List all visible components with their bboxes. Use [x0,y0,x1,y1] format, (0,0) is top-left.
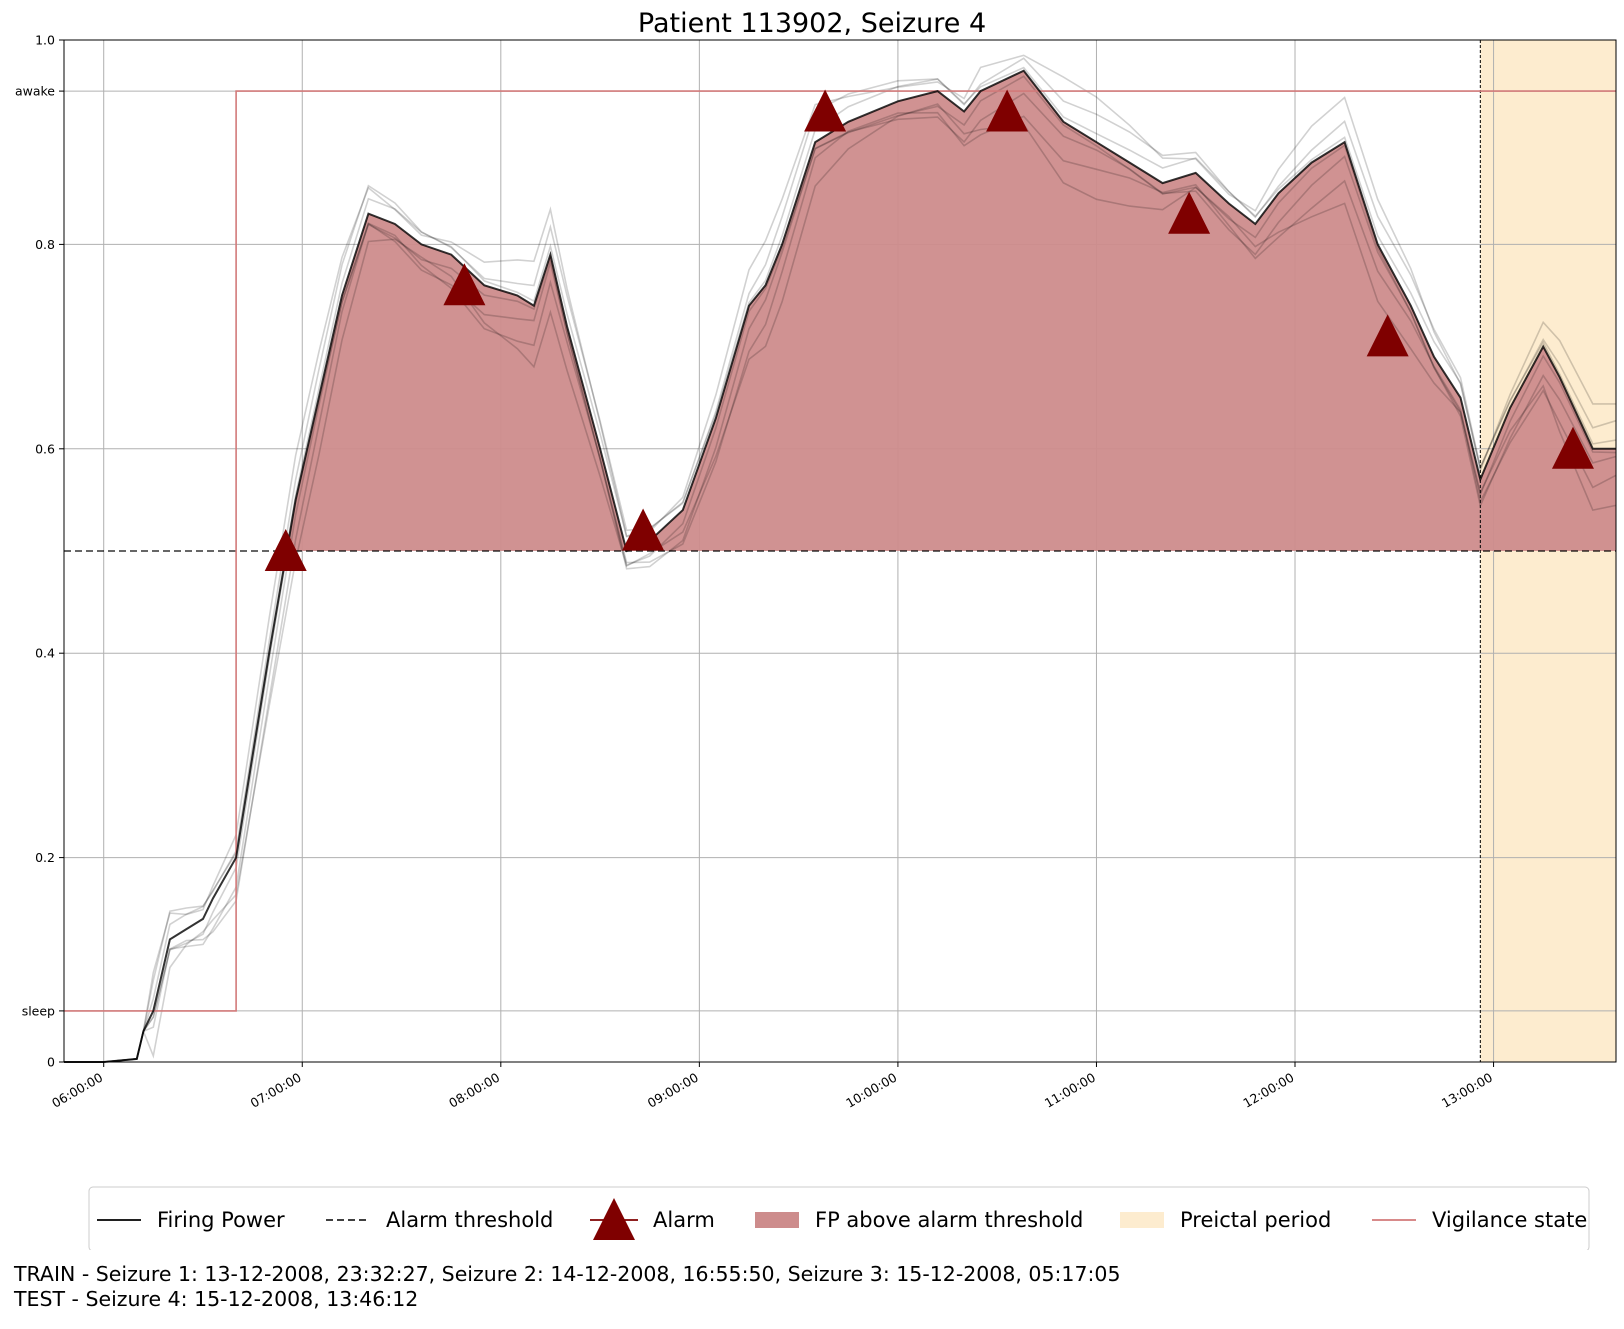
y-tick-label: 0 [47,1055,55,1070]
alarm-marker [1366,314,1409,357]
legend-label-4: Preictal period [1180,1208,1331,1232]
y-tick-label: 0.6 [35,441,55,456]
fp-ensemble-line [64,57,1617,1063]
firing-power-line [64,69,1616,1063]
legend-box [88,1186,1590,1250]
plot-area: 0 sleep 0.2 0.4 0.6 0.8 awake 1.0 06:00:00 07:00:… [15,33,1617,1111]
fp-ensemble-line [64,103,1617,1063]
legend-label-5: Vigilance state [1432,1208,1587,1232]
alarm-marker [443,263,486,306]
firing-power-chart: Patient 113902, Seizure 4 0 sleep 0.2 0.4 0.… [15,8,1617,1250]
legend-label-1: Alarm threshold [386,1208,553,1232]
fp-ensemble-line [64,92,1617,1063]
legend-label-3: FP above alarm threshold [815,1208,1083,1232]
alarm-marker [986,89,1029,132]
chart-title: Patient 113902, Seizure 4 [638,8,986,39]
x-tick-label: 12:00:00 [1240,1070,1296,1111]
legend: Firing Power Alarm threshold Alarm FP above… [88,1186,1590,1250]
fp-ensemble-line [64,54,1616,1063]
alarm-marker [264,529,307,571]
y-tick-label: 0.4 [35,646,55,661]
seizure-info-footer: TRAIN - Seizure 1: 13-12-2008, 23:32:27,… [14,1262,1121,1312]
y-tick-label: 0.8 [35,237,55,252]
fp-ensemble-line [64,75,1617,1063]
legend-swatch-3 [755,1212,799,1228]
y-tick-label: sleep [22,1003,55,1018]
legend-label-0: Firing Power [157,1208,285,1232]
train-seizures-text: TRAIN - Seizure 1: 13-12-2008, 23:32:27,… [14,1262,1121,1286]
y-tick-label: awake [15,84,55,99]
x-tick-label: 13:00:00 [1439,1070,1495,1111]
legend-swatch-2 [593,1198,635,1240]
legend-swatch-4 [1120,1212,1164,1228]
y-tick-label: 0.2 [35,850,55,865]
fp-above-threshold-area [64,70,1616,551]
x-tick-label: 11:00:00 [1042,1070,1098,1111]
alarm-marker [1168,191,1211,234]
axes-frame [63,39,1617,1063]
x-tick-label: 08:00:00 [446,1070,502,1111]
alarm-marker [622,508,665,551]
alarm-marker [804,89,847,132]
x-tick-label: 06:00:00 [49,1070,105,1111]
legend-label-2: Alarm [653,1208,715,1232]
x-tick-label: 07:00:00 [248,1070,304,1111]
x-tick-label: 09:00:00 [645,1070,701,1111]
alarm-marker [1551,426,1594,469]
fp-ensemble-line [64,111,1617,1063]
x-tick-label: 10:00:00 [843,1070,899,1111]
test-seizure-text: TEST - Seizure 4: 15-12-2008, 13:46:12 [14,1287,419,1311]
y-tick-label: 1.0 [35,33,55,48]
vigilance-state-line [64,90,1616,1012]
